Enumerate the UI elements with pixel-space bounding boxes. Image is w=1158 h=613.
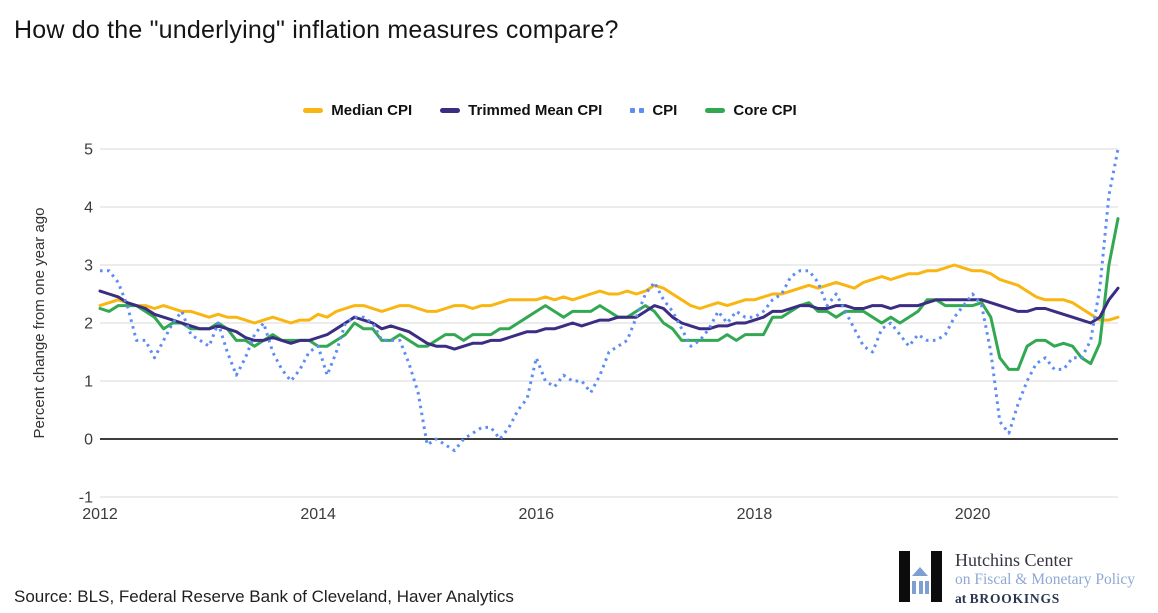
y-tick-label--1: -1 <box>79 490 93 507</box>
x-tick-label-2020: 2020 <box>955 506 991 523</box>
series-line-core-cpi <box>98 217 1120 371</box>
chart-legend: Median CPI Trimmed Mean CPI CPI Core CPI <box>0 99 1100 121</box>
y-tick-label-0: 0 <box>84 432 93 449</box>
chart-title: How do the "underlying" inflation measur… <box>14 16 619 44</box>
logo-line2: on Fiscal & Monetary Policy <box>955 571 1135 588</box>
legend-item-median-cpi: Median CPI <box>303 102 412 119</box>
legend-item-trimmed-mean-cpi: Trimmed Mean CPI <box>440 102 602 119</box>
hutchins-h-logo-icon <box>899 551 942 602</box>
x-tick-label-2014: 2014 <box>300 506 336 523</box>
y-tick-label-1: 1 <box>84 374 93 391</box>
y-axis-title: Percent change from one year ago <box>31 208 48 439</box>
logo-line3-prefix: at <box>955 590 967 606</box>
logo-pediment-icon <box>912 567 928 576</box>
legend-swatch-median-cpi <box>303 107 324 113</box>
logo-text: Hutchins Center on Fiscal & Monetary Pol… <box>955 551 1135 605</box>
y-tick-label-2: 2 <box>84 316 93 333</box>
logo-line3: at BROOKINGS <box>955 590 1135 606</box>
legend-label-trimmed-mean-cpi: Trimmed Mean CPI <box>468 101 603 119</box>
legend-label-core-cpi: Core CPI <box>733 101 797 119</box>
y-tick-label-4: 4 <box>84 200 93 217</box>
y-tick-label-3: 3 <box>84 258 93 275</box>
x-tick-label-2016: 2016 <box>518 506 554 523</box>
logo-line3-brand: BROOKINGS <box>969 590 1061 606</box>
logo-h-right-bar <box>931 551 942 602</box>
legend-swatch-core-cpi <box>705 107 726 113</box>
x-tick-label-2018: 2018 <box>737 506 773 523</box>
y-tick-label-5: 5 <box>84 142 93 159</box>
logo-h-left-bar <box>899 551 910 602</box>
legend-item-core-cpi: Core CPI <box>705 101 797 119</box>
legend-label-cpi: CPI <box>652 101 678 119</box>
source-note: Source: BLS, Federal Reserve Bank of Cle… <box>14 587 514 606</box>
legend-label-median-cpi: Median CPI <box>331 101 413 119</box>
series-line-cpi <box>100 148 1120 453</box>
legend-swatch-trimmed-mean-cpi <box>440 107 461 113</box>
hutchins-brookings-logo: Hutchins Center on Fiscal & Monetary Pol… <box>899 551 1135 605</box>
series-line-median-cpi <box>98 263 1120 325</box>
legend-swatch-cpi <box>630 107 645 113</box>
logo-columns-icon <box>912 581 929 594</box>
logo-line1: Hutchins Center <box>955 550 1073 570</box>
x-tick-label-2012: 2012 <box>82 506 118 523</box>
legend-item-cpi: CPI <box>630 102 677 119</box>
series-line-trimmed-mean-cpi <box>98 286 1120 351</box>
